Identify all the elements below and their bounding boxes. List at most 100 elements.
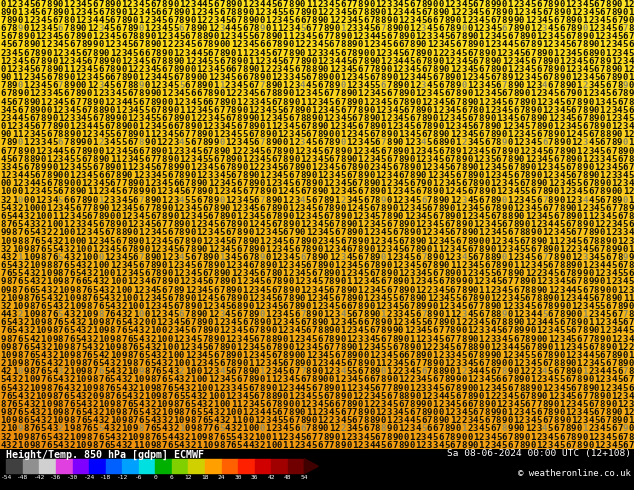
Text: 8: 8 [265, 392, 271, 401]
Text: 5: 5 [150, 163, 155, 172]
Text: 0: 0 [242, 106, 248, 115]
Text: 1: 1 [317, 57, 323, 66]
Text: 5: 5 [380, 286, 386, 294]
Text: 7: 7 [455, 441, 461, 450]
Text: 6: 6 [104, 171, 109, 180]
Text: 5: 5 [565, 106, 571, 115]
Text: 7: 7 [202, 335, 207, 343]
Text: 7: 7 [611, 253, 616, 262]
Text: 9: 9 [208, 326, 213, 335]
Text: 0: 0 [473, 228, 478, 237]
Text: 3: 3 [214, 237, 219, 245]
Text: 8: 8 [484, 253, 489, 262]
Text: 5: 5 [219, 114, 224, 123]
Text: 9: 9 [283, 277, 288, 286]
Text: 9: 9 [600, 179, 605, 188]
Text: 4: 4 [236, 81, 242, 90]
Text: 2: 2 [576, 8, 582, 17]
Text: 2: 2 [167, 359, 172, 368]
Text: 4: 4 [259, 98, 265, 107]
Text: 2: 2 [380, 0, 386, 9]
Text: 8: 8 [559, 204, 565, 213]
Text: 9: 9 [363, 359, 369, 368]
Text: 4: 4 [479, 212, 484, 221]
Text: 8: 8 [35, 441, 40, 450]
Text: 0: 0 [167, 343, 172, 352]
Text: 3: 3 [104, 286, 109, 294]
Text: 9: 9 [553, 408, 559, 417]
Text: 6: 6 [294, 310, 299, 319]
Text: 3: 3 [496, 286, 501, 294]
Text: 2: 2 [156, 81, 161, 90]
Text: 8: 8 [323, 384, 328, 392]
Text: 5: 5 [317, 212, 323, 221]
Text: 3: 3 [265, 302, 271, 311]
Text: 2: 2 [254, 220, 259, 229]
Text: 8: 8 [501, 367, 507, 376]
Text: 8: 8 [179, 228, 184, 237]
Text: 3: 3 [133, 318, 138, 327]
Text: 4: 4 [531, 359, 536, 368]
Text: 8: 8 [415, 106, 420, 115]
Text: 9: 9 [617, 73, 623, 82]
Text: 3: 3 [225, 188, 230, 196]
Text: 4: 4 [421, 73, 426, 82]
Text: 7: 7 [98, 375, 103, 384]
Text: 7: 7 [277, 98, 282, 107]
Text: 6: 6 [41, 245, 46, 254]
Text: 5: 5 [283, 237, 288, 245]
Text: 8: 8 [444, 424, 450, 434]
Text: 8: 8 [104, 163, 109, 172]
Text: 4: 4 [525, 408, 530, 417]
Text: 6: 6 [444, 220, 450, 229]
Text: 2: 2 [427, 228, 432, 237]
Text: 4: 4 [600, 310, 605, 319]
Text: 0: 0 [594, 171, 599, 180]
Text: 4: 4 [81, 269, 86, 278]
Text: 2: 2 [323, 8, 328, 17]
Text: 2: 2 [98, 408, 103, 417]
Text: 0: 0 [571, 204, 576, 213]
Text: 1: 1 [628, 294, 634, 303]
Text: 6: 6 [6, 392, 11, 401]
Text: 4: 4 [410, 416, 415, 425]
Text: 2: 2 [582, 147, 588, 156]
Text: 8: 8 [455, 220, 461, 229]
Text: 4: 4 [594, 204, 599, 213]
Text: 4: 4 [190, 147, 196, 156]
Text: 0: 0 [277, 196, 282, 205]
Text: 2: 2 [167, 196, 172, 205]
Text: 1: 1 [11, 433, 17, 441]
Text: 1: 1 [93, 245, 98, 254]
Text: 8: 8 [363, 416, 369, 425]
Text: 1: 1 [115, 155, 121, 164]
Text: 7: 7 [254, 326, 259, 335]
Text: 6: 6 [294, 65, 299, 74]
Text: 3: 3 [6, 441, 11, 450]
Text: 5: 5 [127, 41, 133, 49]
Text: 2: 2 [300, 212, 306, 221]
Text: 2: 2 [156, 408, 161, 417]
Text: 6: 6 [225, 65, 230, 74]
Text: 6: 6 [179, 310, 184, 319]
Text: 2: 2 [542, 326, 547, 335]
Text: 6: 6 [11, 98, 17, 107]
Text: 9: 9 [328, 24, 334, 33]
Text: 6: 6 [208, 212, 213, 221]
Text: 7: 7 [455, 286, 461, 294]
Text: 9: 9 [98, 318, 103, 327]
Text: 6: 6 [184, 188, 190, 196]
Text: 2: 2 [346, 24, 351, 33]
Text: 3: 3 [202, 359, 207, 368]
Text: 7: 7 [196, 326, 202, 335]
Text: 7: 7 [18, 286, 23, 294]
Text: 6: 6 [87, 424, 92, 434]
Text: 2: 2 [236, 424, 242, 434]
Text: 9: 9 [81, 433, 86, 441]
Text: 8: 8 [306, 114, 311, 123]
Text: 5: 5 [548, 16, 553, 25]
Text: 5: 5 [18, 269, 23, 278]
Text: 8: 8 [346, 41, 351, 49]
Text: 1: 1 [219, 253, 224, 262]
Text: 6: 6 [438, 81, 444, 90]
